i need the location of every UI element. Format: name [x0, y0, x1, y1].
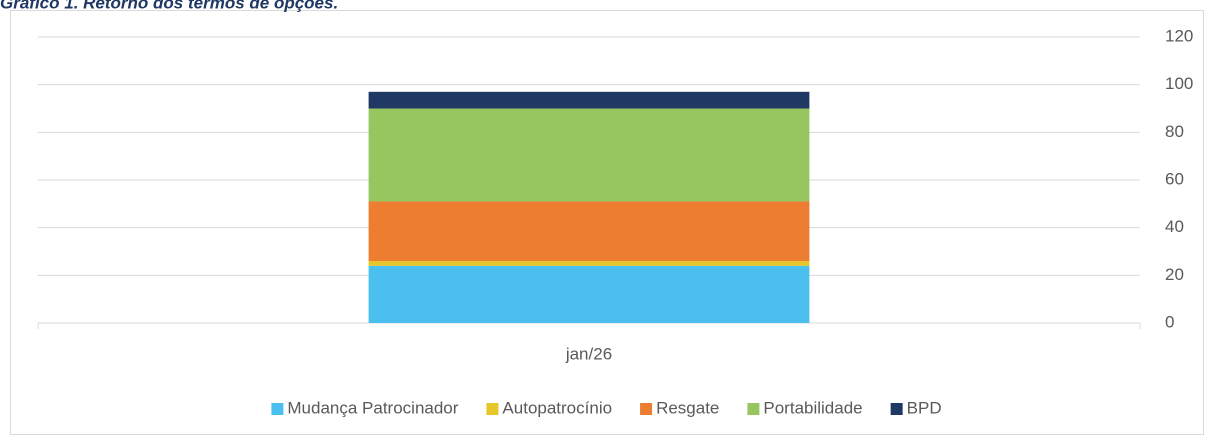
legend-label: Portabilidade [763, 398, 862, 417]
legend-swatch [747, 403, 760, 415]
y-tick-label: 0 [1165, 312, 1174, 331]
y-tick-label: 100 [1165, 74, 1193, 93]
legend-label: Resgate [656, 398, 719, 417]
y-tick-label: 40 [1165, 217, 1184, 236]
legend-swatch [890, 403, 903, 415]
legend-item: Autopatrocínio [486, 398, 612, 417]
x-tick-label: jan/26 [565, 344, 612, 363]
y-tick-label: 20 [1165, 265, 1184, 284]
bar-segment [368, 108, 810, 202]
legend-label: BPD [907, 398, 942, 417]
legend-item: Mudança Patrocinador [271, 398, 459, 417]
legend-swatch [486, 403, 499, 415]
legend-label: Mudança Patrocinador [287, 398, 458, 417]
legend-item: Portabilidade [747, 398, 863, 417]
legend-item: Resgate [640, 398, 719, 417]
chart-title: Gráfico 1. Retorno dos termos de opções. [0, 0, 338, 12]
bar-segment [368, 265, 810, 323]
legend-swatch [271, 403, 284, 415]
legend-item: BPD [890, 398, 942, 417]
legend-label: Autopatrocínio [502, 398, 612, 417]
y-tick-label: 60 [1165, 169, 1184, 188]
bar-segment [368, 91, 810, 109]
bar-segment [368, 201, 810, 262]
bar-segment [368, 261, 810, 266]
y-tick-label: 120 [1165, 26, 1193, 45]
y-tick-label: 80 [1165, 122, 1184, 141]
legend-swatch [640, 403, 653, 415]
